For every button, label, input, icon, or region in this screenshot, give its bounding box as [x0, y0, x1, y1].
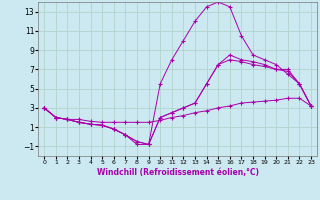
X-axis label: Windchill (Refroidissement éolien,°C): Windchill (Refroidissement éolien,°C)	[97, 168, 259, 177]
